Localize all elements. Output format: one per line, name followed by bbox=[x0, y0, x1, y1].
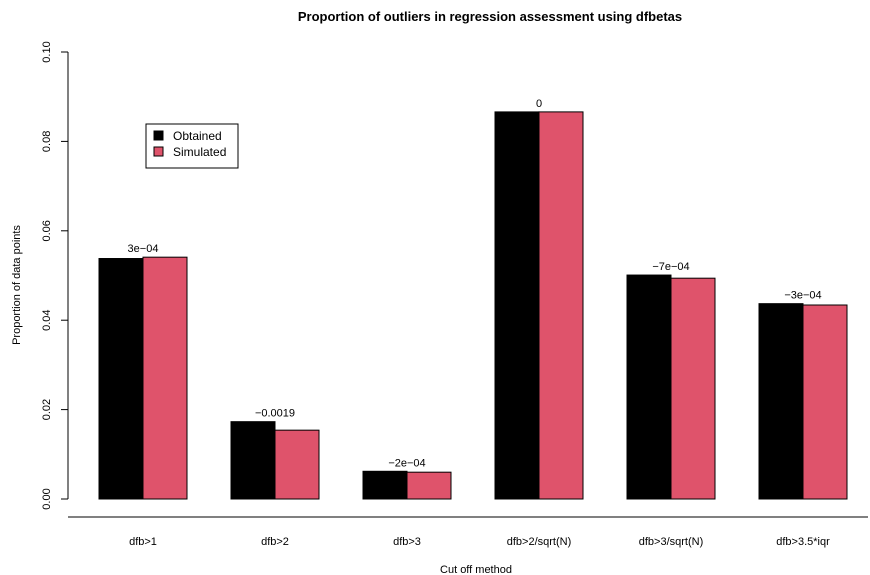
legend-swatch-simulated bbox=[153, 146, 164, 157]
x-axis-label: Cut off method bbox=[440, 564, 512, 575]
data-label-2: −2e−04 bbox=[388, 457, 425, 469]
y-tick-label-4: 0.08 bbox=[41, 131, 53, 152]
bar-simulated-4 bbox=[670, 277, 716, 500]
data-label-4: −7e−04 bbox=[652, 261, 689, 273]
bar-simulated-0 bbox=[142, 256, 188, 500]
y-tick-label-1: 0.02 bbox=[41, 399, 53, 420]
bar-obtained-5 bbox=[758, 303, 804, 500]
bar-obtained-1 bbox=[230, 421, 276, 500]
y-tick-label-0: 0.00 bbox=[41, 488, 53, 509]
bar-obtained-2 bbox=[362, 470, 408, 500]
data-label-5: −3e−04 bbox=[784, 290, 821, 302]
y-axis: 0.00 0.02 0.04 0.06 0.08 0.10 bbox=[41, 41, 69, 510]
category-label-1: dfb>2 bbox=[261, 536, 289, 548]
data-label-1: −0.0019 bbox=[255, 408, 295, 420]
category-label-5: dfb>3.5*iqr bbox=[776, 536, 830, 548]
category-label-0: dfb>1 bbox=[129, 536, 157, 548]
y-tick-label-3: 0.06 bbox=[41, 220, 53, 241]
y-tick-label-5: 0.10 bbox=[41, 41, 53, 62]
category-label-3: dfb>2/sqrt(N) bbox=[507, 536, 572, 548]
bars-group bbox=[98, 111, 848, 500]
y-tick-label-2: 0.04 bbox=[41, 309, 53, 330]
y-axis-label: Proportion of data points bbox=[11, 225, 23, 345]
data-labels: 3e−04 −0.0019 −2e−04 0 −7e−04 −3e−04 bbox=[128, 98, 822, 469]
bar-simulated-1 bbox=[274, 429, 320, 500]
chart-title: Proportion of outliers in regression ass… bbox=[298, 9, 682, 24]
bar-obtained-4 bbox=[626, 274, 672, 500]
legend-swatch-obtained bbox=[153, 130, 164, 141]
bar-obtained-3 bbox=[494, 111, 540, 500]
category-label-2: dfb>3 bbox=[393, 536, 421, 548]
data-label-3: 0 bbox=[536, 98, 542, 110]
bar-simulated-5 bbox=[802, 304, 848, 500]
bar-obtained-0 bbox=[98, 258, 144, 500]
category-labels: dfb>1 dfb>2 dfb>3 dfb>2/sqrt(N) dfb>3/sqrt(N… bbox=[129, 536, 830, 548]
bar-simulated-2 bbox=[406, 471, 452, 500]
legend: Obtained Simulated bbox=[145, 123, 239, 169]
data-label-0: 3e−04 bbox=[128, 243, 159, 255]
legend-label-simulated: Simulated bbox=[173, 145, 226, 159]
category-label-4: dfb>3/sqrt(N) bbox=[639, 536, 704, 548]
legend-label-obtained: Obtained bbox=[173, 129, 222, 143]
bar-simulated-3 bbox=[538, 111, 584, 500]
